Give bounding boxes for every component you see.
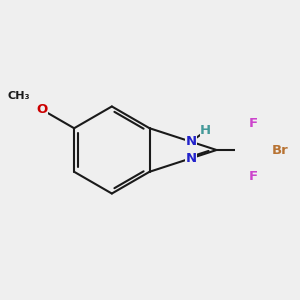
Text: N: N [185,152,197,165]
Text: O: O [37,103,48,116]
Text: F: F [249,117,258,130]
Text: Br: Br [271,143,288,157]
Text: F: F [249,169,258,183]
Text: CH₃: CH₃ [8,91,30,101]
Text: N: N [185,135,197,148]
Text: H: H [200,124,211,137]
